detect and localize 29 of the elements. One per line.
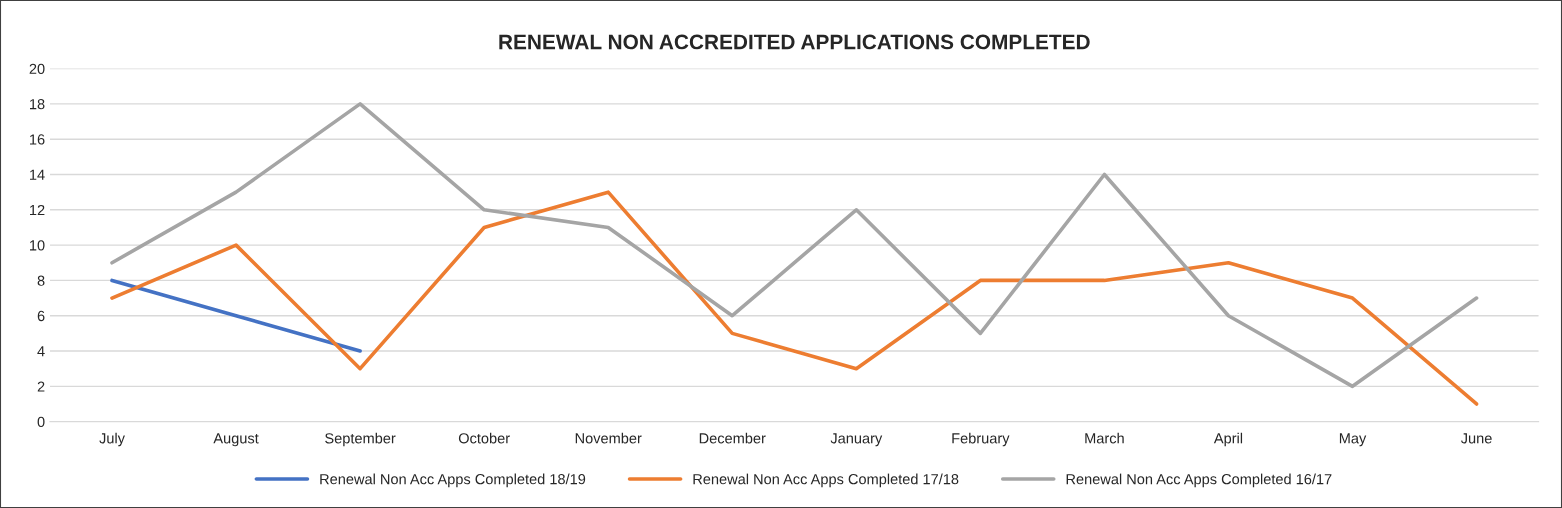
line-series [110,102,1479,389]
x-tick-label: July [99,432,125,447]
x-tick-label: August [213,433,259,447]
x-tick-label: February [952,432,1010,447]
x-tick-label: October [458,432,510,444]
legend-label: Renewal Non Acc Apps Completed 18/19 [320,473,586,488]
y-tick-label: 0 [37,416,45,428]
legend-label: Renewal Non Acc Apps Completed 17/18 [693,473,959,488]
y-tick-label: 16 [30,134,45,145]
x-tick-label: April [1213,432,1243,447]
legend-label: Renewal Non Acc Apps Completed 16/17 [1066,473,1332,488]
x-tick-label: March [1085,432,1124,444]
y-tick-label: 14 [30,169,45,180]
x-tick-label: January [830,433,883,447]
y-tick-label: 12 [30,204,45,216]
y-tick-label: 20 [29,63,45,75]
y-tick-label: 4 [37,346,45,357]
y-tick-label: 8 [37,275,45,286]
x-tick-label: December [699,432,766,444]
y-tick-label: 10 [30,240,45,251]
x-tick-label: June [1460,433,1492,444]
chart-title: RENEWAL NON ACCREDITED APPLICATIONS COMPLETED [499,34,1090,50]
y-tick-label: 6 [37,310,45,322]
y-tick-label: 2 [37,381,45,392]
x-tick-label: September [325,432,396,447]
y-tick-label: 18 [30,98,45,110]
x-tick-label: May [1339,433,1367,447]
line-series [110,190,1479,406]
x-tick-label: November [575,432,642,444]
